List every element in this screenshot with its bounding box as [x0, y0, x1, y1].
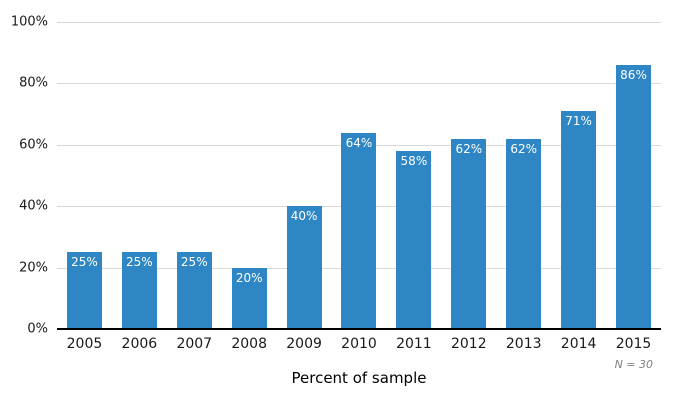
y-tick-label: 20% [19, 260, 48, 276]
x-tick-label-2012: 2012 [450, 336, 487, 352]
x-tick-label-2008: 2008 [231, 336, 267, 352]
y-tick-label: 40% [19, 198, 48, 214]
bar-slot: 86% [606, 22, 661, 329]
y-tick-label: 100% [10, 14, 48, 30]
x-tick-label-2006: 2006 [121, 336, 158, 352]
bar-2009: 40% [286, 206, 322, 329]
x-tick-label-2013: 2013 [505, 336, 542, 352]
bar-value-label: 62% [455, 141, 483, 156]
bar-slot: 62% [441, 22, 496, 329]
bar-2014: 71% [561, 111, 597, 329]
y-axis-labels: 0% 20% 40% 60% 80% 100% [0, 15, 48, 337]
bar-slot: 40% [277, 22, 332, 329]
x-tick-label-2009: 2009 [286, 336, 322, 352]
bar-slot: 62% [496, 22, 551, 329]
y-tick-label: 60% [19, 137, 48, 153]
x-tick-label-2007: 2007 [176, 336, 213, 352]
bar-slot: 64% [332, 22, 387, 329]
bar-value-label: 71% [565, 114, 592, 129]
x-tick-label-2010: 2010 [341, 336, 377, 352]
bar-value-label: 62% [510, 141, 538, 156]
sample-size-note: N = 30 [614, 358, 653, 371]
bar-slot: 25% [167, 22, 222, 329]
x-tick-label-2015: 2015 [615, 336, 652, 352]
x-tick-label-2011: 2011 [396, 336, 432, 352]
x-tick-label-2005: 2005 [66, 336, 103, 352]
x-axis-title: Percent of sample [291, 369, 427, 387]
bar-2008: 20% [231, 267, 267, 329]
bar-slot: 20% [222, 22, 277, 329]
bar-value-label: 64% [345, 135, 373, 150]
bar-value-label: 25% [180, 255, 208, 270]
gridline-100 [57, 22, 661, 23]
x-axis-labels: 2005 2006 2007 2008 2009 2010 2011 2012 2013 2014… [57, 336, 661, 352]
bar-value-label: 58% [400, 153, 428, 168]
bar-2011: 58% [396, 150, 432, 329]
bar-value-label: 20% [235, 270, 263, 285]
bar-2015: 86% [616, 64, 652, 329]
bar-2010: 64% [341, 132, 377, 329]
bar-2013: 62% [506, 138, 542, 329]
bar-value-label: 86% [620, 67, 647, 82]
bar-2005: 25% [66, 252, 102, 329]
x-tick-label-2014: 2014 [560, 336, 597, 352]
bar-value-label: 25% [126, 255, 153, 270]
bar-value-label: 40% [290, 209, 318, 224]
bar-2006: 25% [121, 252, 157, 329]
gridline-80 [57, 83, 661, 85]
bar-slot: 25% [112, 22, 167, 329]
bar-slot: 25% [57, 22, 112, 329]
bar-2007: 25% [176, 252, 212, 329]
y-tick-label: 0% [27, 321, 48, 337]
y-tick-label: 80% [19, 75, 48, 91]
bar-slot: 71% [551, 22, 606, 329]
bar-2012: 62% [451, 138, 487, 329]
bars-container: 25% 25% 25% 20% 40% 64% 58% 62% 62% 71% 86% [57, 22, 661, 329]
plot-area: 25% 25% 25% 20% 40% 64% 58% 62% 62% 71% 86% [57, 22, 661, 330]
x-axis-line [57, 328, 661, 330]
bar-slot: 58% [386, 22, 441, 329]
bar-value-label: 25% [71, 255, 98, 270]
